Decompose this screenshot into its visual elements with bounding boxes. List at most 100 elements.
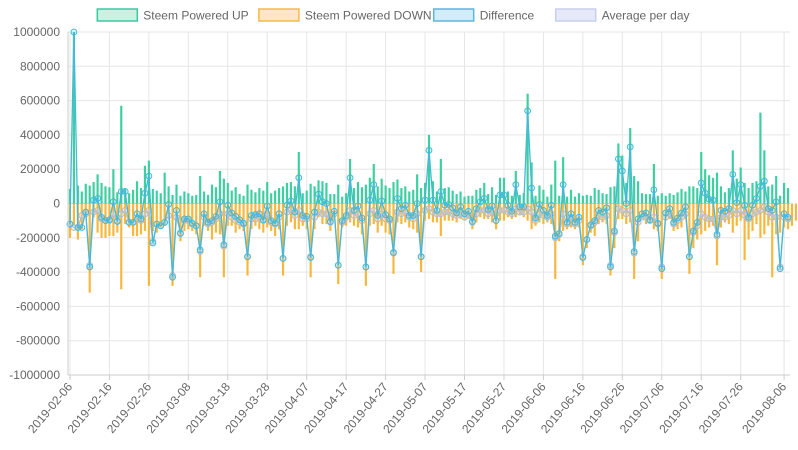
down-bar bbox=[779, 203, 782, 233]
up-bar bbox=[143, 165, 147, 204]
difference-point bbox=[540, 206, 547, 214]
difference-point bbox=[366, 196, 374, 204]
up-bar bbox=[550, 184, 553, 204]
down-bar bbox=[341, 203, 344, 228]
down-bar bbox=[708, 203, 711, 228]
down-bar bbox=[143, 203, 147, 231]
up-bar bbox=[368, 177, 371, 204]
up-bar bbox=[479, 188, 482, 204]
difference-point bbox=[66, 220, 74, 228]
difference-point bbox=[137, 215, 145, 223]
up-bar bbox=[289, 182, 292, 204]
up-bar bbox=[601, 193, 604, 204]
difference-point bbox=[614, 155, 622, 163]
difference-point bbox=[401, 201, 409, 209]
difference-point bbox=[413, 200, 421, 207]
up-bar bbox=[120, 105, 123, 204]
down-bar bbox=[514, 203, 517, 218]
difference-point bbox=[216, 198, 224, 206]
up-bar bbox=[167, 186, 170, 204]
down-bar bbox=[171, 203, 174, 286]
up-bar bbox=[526, 93, 529, 204]
difference-point bbox=[240, 219, 247, 227]
difference-point bbox=[504, 201, 512, 209]
difference-point bbox=[409, 212, 417, 219]
up-bar bbox=[285, 182, 289, 204]
up-bar bbox=[640, 193, 644, 204]
up-bar bbox=[467, 195, 470, 204]
difference-point bbox=[693, 218, 701, 226]
difference-point bbox=[161, 218, 169, 226]
down-bar bbox=[656, 203, 659, 231]
difference-point bbox=[145, 172, 153, 180]
up-bar bbox=[108, 187, 111, 204]
up-bar bbox=[680, 188, 683, 204]
difference-point bbox=[149, 239, 157, 247]
down-bar bbox=[163, 203, 166, 226]
up-bar bbox=[755, 181, 758, 204]
difference-point bbox=[591, 217, 599, 225]
up-bar bbox=[617, 143, 620, 204]
down-bar bbox=[281, 203, 285, 276]
down-bar bbox=[266, 203, 269, 228]
up-bar bbox=[305, 190, 308, 204]
difference-point bbox=[417, 253, 425, 261]
up-bar bbox=[135, 181, 139, 204]
difference-point bbox=[543, 212, 551, 219]
up-bar bbox=[274, 190, 277, 204]
down-bar bbox=[676, 203, 679, 230]
difference-point bbox=[283, 201, 291, 209]
up-bar bbox=[151, 188, 154, 204]
difference-point bbox=[666, 205, 674, 213]
up-bar bbox=[609, 187, 612, 204]
up-bar bbox=[155, 190, 158, 204]
difference-point bbox=[757, 182, 764, 190]
down-bar bbox=[72, 203, 76, 226]
up-bar bbox=[475, 189, 478, 204]
up-bar bbox=[266, 182, 269, 204]
down-bar bbox=[246, 203, 249, 276]
difference-point bbox=[563, 218, 571, 226]
up-bar bbox=[179, 195, 182, 204]
up-bar bbox=[625, 182, 628, 204]
up-bar bbox=[782, 182, 786, 204]
up-bar bbox=[613, 186, 616, 204]
difference-point bbox=[697, 179, 705, 187]
up-bar bbox=[132, 189, 135, 204]
legend-swatch bbox=[554, 8, 597, 22]
difference-point bbox=[674, 214, 681, 222]
up-bar bbox=[171, 194, 174, 204]
difference-point bbox=[571, 218, 579, 226]
up-bar bbox=[743, 182, 746, 204]
difference-point bbox=[650, 186, 658, 194]
difference-point bbox=[354, 202, 362, 210]
up-bar bbox=[360, 187, 364, 204]
down-bar bbox=[577, 203, 581, 228]
down-bar bbox=[688, 203, 691, 274]
difference-point bbox=[394, 194, 401, 202]
difference-point bbox=[224, 201, 232, 209]
difference-point bbox=[78, 224, 86, 231]
difference-point bbox=[532, 214, 539, 222]
up-bar bbox=[191, 195, 194, 204]
average-point bbox=[370, 206, 378, 214]
legend-swatch bbox=[432, 8, 475, 22]
difference-point bbox=[263, 202, 271, 210]
difference-point bbox=[244, 253, 251, 261]
difference-point bbox=[760, 177, 768, 185]
up-bar bbox=[309, 183, 312, 204]
difference-point bbox=[141, 189, 149, 197]
up-bar bbox=[80, 191, 83, 204]
down-bar bbox=[191, 203, 194, 231]
difference-point bbox=[338, 217, 346, 225]
up-bar bbox=[483, 182, 486, 204]
up-bar bbox=[372, 164, 375, 204]
legend-label: Difference bbox=[480, 9, 535, 23]
difference-point bbox=[768, 206, 776, 214]
up-bar bbox=[195, 194, 198, 204]
up-bar bbox=[546, 196, 549, 204]
y-tick-label: -200000 bbox=[16, 231, 60, 245]
down-bar bbox=[763, 203, 766, 235]
difference-point bbox=[634, 215, 642, 223]
difference-point bbox=[437, 188, 445, 195]
